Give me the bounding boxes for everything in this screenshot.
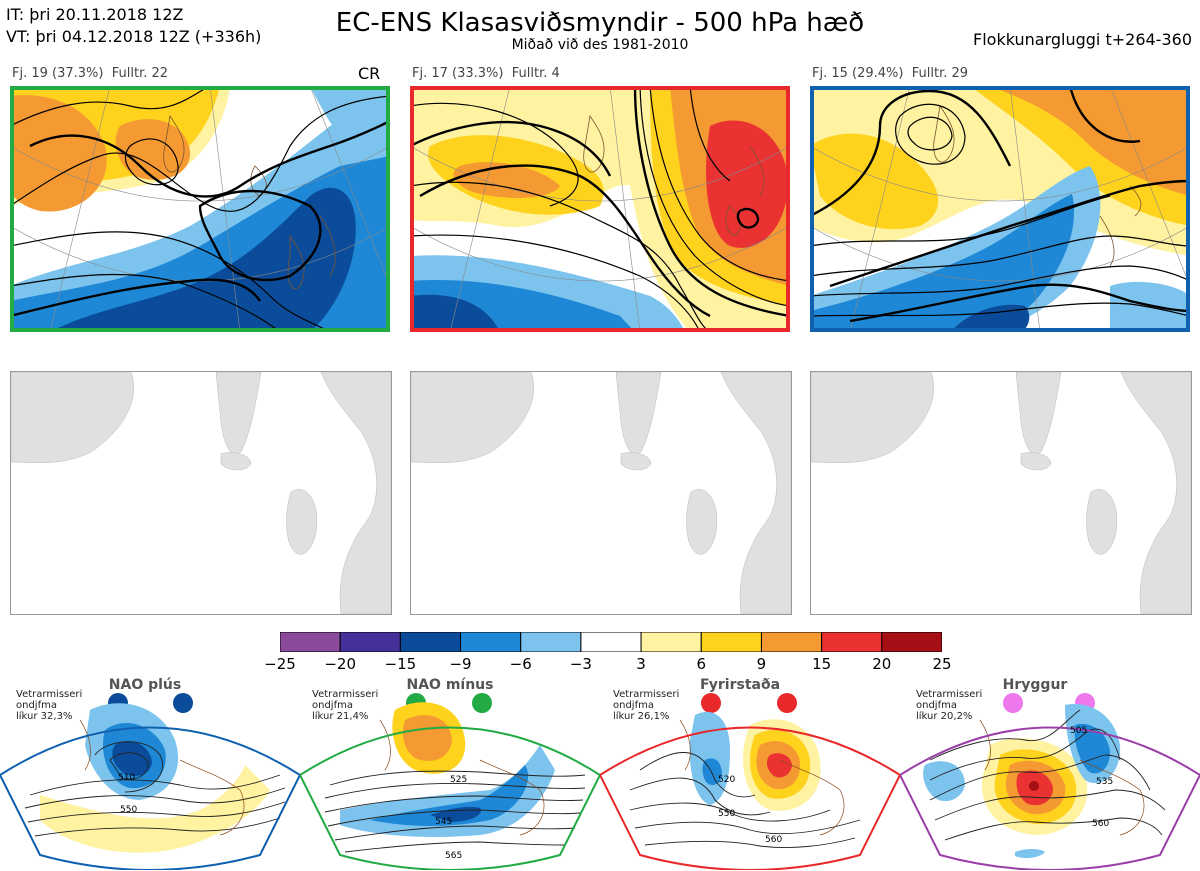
colorbar-tick-label: −15	[384, 655, 417, 673]
cluster-2-label: Fj. 17 (33.3%) Fulltr. 4	[412, 66, 560, 81]
cluster-2-rep: Fulltr. 4	[511, 66, 560, 81]
regime-3-contour-label: 560	[765, 835, 782, 845]
colorbar-segment	[821, 632, 883, 652]
regime-1-dot-right	[173, 693, 193, 713]
cluster-3-label: Fj. 15 (29.4%) Fulltr. 29	[812, 66, 968, 81]
regime-4-contour-label: 535	[1096, 777, 1113, 787]
regime-4-map: 505 535 560	[900, 704, 1200, 870]
cluster-3-map[interactable]	[810, 86, 1190, 332]
valid-time: VT: þri 04.12.2018 12Z (+336h)	[6, 27, 262, 46]
regime-2-name: NAO mínus	[406, 677, 494, 693]
colorbar-segment	[580, 632, 642, 652]
regime-3-contour-label: 550	[718, 809, 735, 819]
cluster-2-frame	[410, 86, 790, 332]
regime-2-note: Vetrarmisseri ondjfma líkur 21,4%	[312, 689, 379, 722]
regime-2-contour-label: 565	[445, 851, 462, 861]
colorbar-tick-label: −3	[569, 655, 592, 673]
regime-3-dot-right	[777, 693, 797, 713]
cluster-1-map[interactable]	[10, 86, 390, 332]
cluster-1-tag: CR	[358, 64, 381, 83]
colorbar-tick-label: −20	[324, 655, 356, 673]
cluster-2-count: Fj. 17 (33.3%)	[412, 66, 504, 81]
colorbar-segment	[700, 632, 762, 652]
colorbar-tick-label: 3	[636, 655, 646, 673]
regime-2-contour-label: 525	[450, 775, 467, 785]
colorbar-segment	[399, 632, 462, 652]
colorbar-segment	[280, 632, 341, 652]
cluster-3-count: Fj. 15 (29.4%)	[812, 66, 904, 81]
regime-2-contour-label: 545	[435, 817, 452, 827]
cluster-1-aux-map	[10, 371, 392, 615]
regime-4-contour-label: 560	[1092, 819, 1109, 829]
colorbar-segment	[460, 632, 522, 652]
regime-4-contour-label: 505	[1070, 726, 1087, 736]
regime-4-note: Vetrarmisseri ondjfma líkur 20,2%	[916, 689, 983, 722]
colorbar-tick-label: −25	[264, 655, 296, 673]
cluster-3-frame	[810, 86, 1190, 332]
regime-1-name: NAO plús	[108, 677, 182, 693]
cluster-1-frame	[10, 86, 390, 332]
colorbar-tick-label: −9	[449, 655, 472, 673]
regime-3-dot-left	[701, 693, 721, 713]
regime-3-note: Vetrarmisseri ondjfma líkur 26,1%	[613, 689, 680, 722]
colorbar-tick-label: 20	[872, 655, 892, 673]
regime-4-dot-left	[1003, 693, 1023, 713]
regime-2-map: 525 545 565	[300, 702, 600, 870]
colorbar-segment	[520, 632, 582, 652]
colorbar-segment	[760, 632, 823, 652]
cluster-1-rep: Fulltr. 22	[111, 66, 169, 81]
cluster-3-aux-map	[810, 371, 1192, 615]
classification-window: Flokkunargluggi t+264-360	[973, 30, 1192, 49]
colorbar-segment	[881, 632, 942, 652]
header-run-info: IT: þri 20.11.2018 12Z VT: þri 04.12.201…	[6, 4, 261, 48]
colorbar-tick-label: 9	[756, 655, 767, 673]
colorbar-tick-label: −6	[509, 655, 532, 673]
regime-2-dot-right	[472, 693, 492, 713]
regime-3-map: 520 550 560	[600, 711, 900, 870]
regime-1-map: 510 550	[0, 703, 300, 870]
regime-4-name: Hryggur	[1002, 677, 1068, 693]
cluster-1-label: Fj. 19 (37.3%) Fulltr. 22	[12, 66, 168, 81]
regime-1-contour-label: 510	[118, 773, 135, 783]
colorbar-tick-label: 6	[696, 655, 707, 673]
regime-3-name: Fyrirstaða	[699, 677, 781, 693]
cluster-1-count: Fj. 19 (37.3%)	[12, 66, 104, 81]
init-time: IT: þri 20.11.2018 12Z	[6, 5, 184, 24]
page-title: EC-ENS Klasasviðsmyndir - 500 hPa hæð	[335, 8, 865, 38]
colorbar-segment	[339, 632, 401, 652]
colorbar-tick-label: 25	[932, 655, 952, 673]
regime-1-contour-label: 550	[120, 805, 137, 815]
colorbar-tick-label: 15	[812, 655, 832, 673]
colorbar-segment	[640, 632, 702, 652]
cluster-2-map[interactable]	[410, 86, 790, 332]
regime-1-note: Vetrarmisseri ondjfma líkur 32,3%	[16, 689, 83, 722]
page-subtitle: Miðað við des 1981-2010	[511, 37, 689, 53]
regime-3-contour-label: 520	[718, 775, 735, 785]
cluster-3-rep: Fulltr. 29	[911, 66, 969, 81]
cluster-2-aux-map	[410, 371, 792, 615]
colorbar	[280, 632, 942, 652]
